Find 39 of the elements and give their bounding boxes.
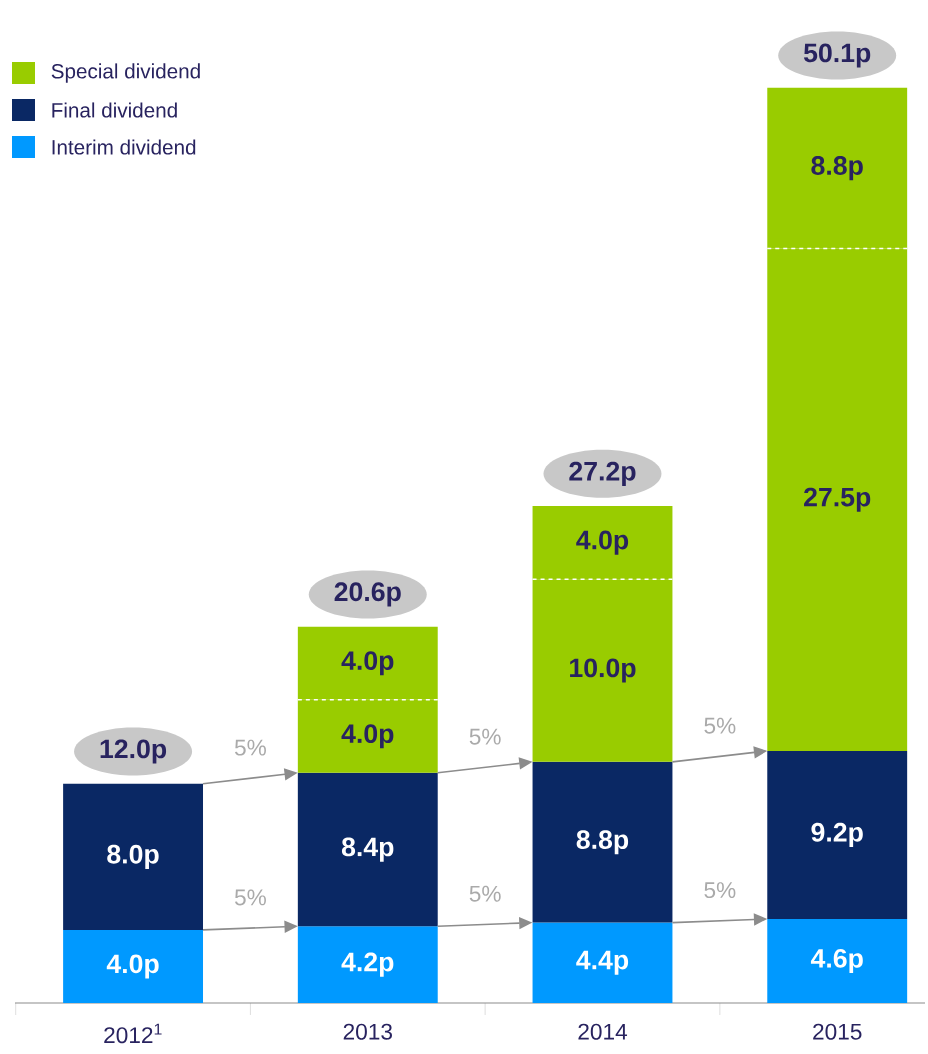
- annotation: 5%: [704, 882, 736, 899]
- x-tick-label: 2012$^{1}$: [104, 1023, 162, 1044]
- annotation: 5%: [704, 717, 736, 734]
- data-label: 4.6p: [810, 948, 863, 974]
- bar: [63, 783, 204, 930]
- bar: [532, 922, 673, 1003]
- bar: [767, 750, 908, 919]
- data-label: 9.2p: [811, 822, 863, 848]
- data-label: 4.0p: [576, 530, 629, 555]
- data-label: 10.0p: [570, 658, 636, 683]
- annotation: 5%: [234, 889, 266, 906]
- annotation: 5%: [469, 885, 501, 902]
- x-tick-label: 2014: [578, 1023, 628, 1040]
- data-label: 8.0p: [107, 844, 159, 869]
- legend-label: Final dividend: [52, 102, 177, 118]
- data-label: 4.0p: [106, 954, 159, 979]
- data-label: 4.2p: [341, 952, 394, 977]
- annotation: 5%: [469, 728, 501, 745]
- data-label: 4.4p: [576, 950, 629, 975]
- bar: [767, 918, 908, 1003]
- bar: [297, 926, 438, 1003]
- legend-label: Interim dividend: [52, 139, 196, 155]
- bar: [297, 772, 438, 927]
- total-label: 27.2p: [569, 461, 636, 486]
- bar: [63, 929, 204, 1003]
- x-tick-label: 2015: [813, 1023, 862, 1040]
- total-label: 12.0p: [100, 739, 167, 764]
- data-label: 8.8p: [576, 830, 629, 855]
- data-label: 4.0p: [341, 651, 394, 676]
- total-label: 20.6p: [334, 582, 401, 607]
- data-label: 8.8p: [811, 156, 863, 181]
- data-label: 4.0p: [341, 724, 394, 749]
- x-tick-label: 2013: [343, 1023, 392, 1040]
- total-label: 50.1p: [803, 43, 871, 68]
- data-label: 8.4p: [341, 837, 394, 862]
- annotation: 5%: [234, 739, 266, 756]
- data-label: 27.5p: [804, 487, 871, 512]
- legend-label: Special dividend: [51, 63, 200, 83]
- bar: [532, 761, 673, 923]
